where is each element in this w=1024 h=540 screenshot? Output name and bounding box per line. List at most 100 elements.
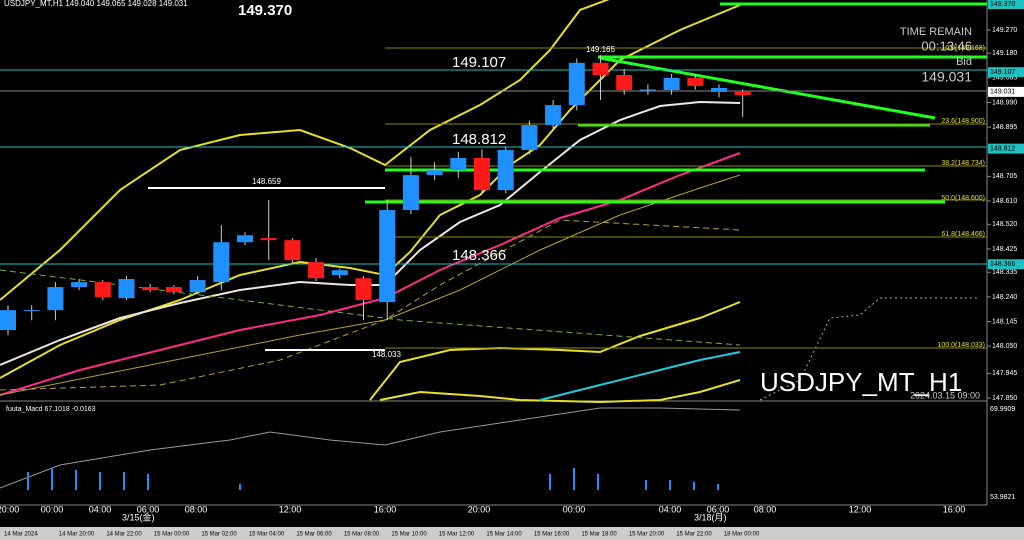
price-box-label: 148.366 <box>990 261 1015 268</box>
macd-hist <box>27 468 719 490</box>
candle-body <box>402 175 419 211</box>
level-label: 148.366 <box>452 247 506 264</box>
fibo-label: 100.0(148.033) <box>938 342 985 349</box>
price-tick-label: 147.850 <box>992 395 1017 402</box>
upper-band-2 <box>0 4 741 379</box>
lower-band-2 <box>379 379 741 404</box>
day-label: 3/18(月) <box>694 512 727 522</box>
upper-band <box>0 0 610 301</box>
price-tick-label: 149.180 <box>992 50 1017 57</box>
time-label: 00:00 <box>41 504 64 514</box>
macd-top: 69.9909 <box>990 406 1015 413</box>
price-box <box>988 143 1024 154</box>
candle-body <box>592 62 609 76</box>
candle-body <box>308 262 325 279</box>
date-label: 15 Mar 18:00 <box>581 532 617 538</box>
bid-label: Bid <box>956 56 972 68</box>
price-box <box>988 67 1024 78</box>
date-label: 15 Mar 08:00 <box>344 532 380 538</box>
candle-body <box>639 89 656 91</box>
time-label: 06:00 <box>137 504 160 514</box>
date-label: 18 Mar 00:00 <box>724 532 760 538</box>
candle-body <box>426 170 443 176</box>
date-label: 15 Mar 02:00 <box>201 532 237 538</box>
candle-body <box>616 75 633 91</box>
candle-body <box>189 280 206 293</box>
candle-body <box>663 77 680 91</box>
level-label: 148.812 <box>452 131 506 148</box>
price-box <box>988 86 1024 97</box>
price-tick-label: 148.425 <box>992 246 1017 253</box>
price-tick-label: 148.520 <box>992 221 1017 228</box>
date-label: 15 Mar 00:00 <box>154 532 190 538</box>
candle-body <box>521 125 538 150</box>
macd-title: fuuta_Macd 67.1018 -0.0163 <box>6 406 96 413</box>
time-remain: TIME REMAIN <box>900 26 972 38</box>
ma-cyan <box>539 351 741 401</box>
candle-body <box>545 105 562 126</box>
mid-label: 148.659 <box>252 177 281 186</box>
date-label: 14 Mar 20:00 <box>59 532 95 538</box>
level-label: 149.107 <box>452 54 506 71</box>
candle-body <box>355 278 372 301</box>
green-line <box>599 56 936 120</box>
time-label: 20:00 <box>0 504 19 514</box>
price-box-label: 149.031 <box>990 89 1015 96</box>
time-label: 20:00 <box>468 504 491 514</box>
time-label: 16:00 <box>374 504 397 514</box>
date-label: 15 Mar 10:00 <box>391 532 427 538</box>
price-tick-label: 148.610 <box>992 198 1017 205</box>
date-label: 15 Mar 04:00 <box>249 532 285 538</box>
price-tick-label: 149.085 <box>992 75 1017 82</box>
date-label: 15 Mar 20:00 <box>629 532 665 538</box>
day-label: 3/15(金) <box>122 511 155 522</box>
symbol-line: USDJPY_MT,H1 149.040 149.065 149.028 149… <box>4 0 188 8</box>
candle-body <box>237 235 253 243</box>
time-label: 16:00 <box>943 504 966 514</box>
candle-body <box>260 238 277 241</box>
candle-body <box>142 287 159 291</box>
date-label: 15 Mar 06:00 <box>296 532 332 538</box>
time-label: 06:00 <box>707 504 730 514</box>
time-label: 12:00 <box>849 504 872 514</box>
price-box-label: 149.370 <box>990 1 1015 8</box>
date-label: 14 Mar 2024 <box>4 532 38 538</box>
date-label: 14 Mar 22:00 <box>106 532 142 538</box>
fibo-label: 38.2(148.734) <box>941 160 985 167</box>
price-tick-label: 148.240 <box>992 294 1017 301</box>
date-label: 15 Mar 22:00 <box>676 532 712 538</box>
ma-white <box>0 100 741 366</box>
date-label: 15 Mar 12:00 <box>439 532 475 538</box>
candles <box>0 55 751 336</box>
timer: 00:13:46 <box>921 38 972 53</box>
fibo-label: 50.0(148.600) <box>941 195 985 202</box>
price-tick-label: 149.270 <box>992 27 1017 34</box>
candle-body <box>711 87 727 92</box>
price-tick-label: 148.335 <box>992 269 1017 276</box>
date-label: 15 Mar 14:00 <box>486 532 522 538</box>
candle-body <box>568 62 585 106</box>
lower-band <box>369 301 741 401</box>
price-box <box>988 259 1024 270</box>
candle-body <box>474 157 490 191</box>
candle-body <box>118 279 135 299</box>
candle-body <box>734 91 751 95</box>
watermark-date: 2024.03.15 09:00 <box>910 390 980 400</box>
date-label: 15 Mar 16:00 <box>534 532 570 538</box>
price-tick-label: 147.945 <box>992 370 1017 377</box>
ma-dashed <box>0 219 741 391</box>
candle-body <box>213 242 230 283</box>
candle-body <box>497 149 514 191</box>
candle-body <box>0 310 16 331</box>
bid: 149.031 <box>921 69 972 85</box>
time-label: 08:00 <box>754 504 777 514</box>
time-label: 04:00 <box>89 504 112 514</box>
date-bar <box>0 527 1024 540</box>
fibo-labels: 0.0(149.168) 23.6(148.900) 38.2(148.734)… <box>938 45 985 349</box>
price-box <box>988 0 1024 9</box>
candle-body <box>687 77 704 86</box>
candle-body <box>379 210 396 303</box>
fibo-label: 23.6(148.900) <box>941 118 985 125</box>
